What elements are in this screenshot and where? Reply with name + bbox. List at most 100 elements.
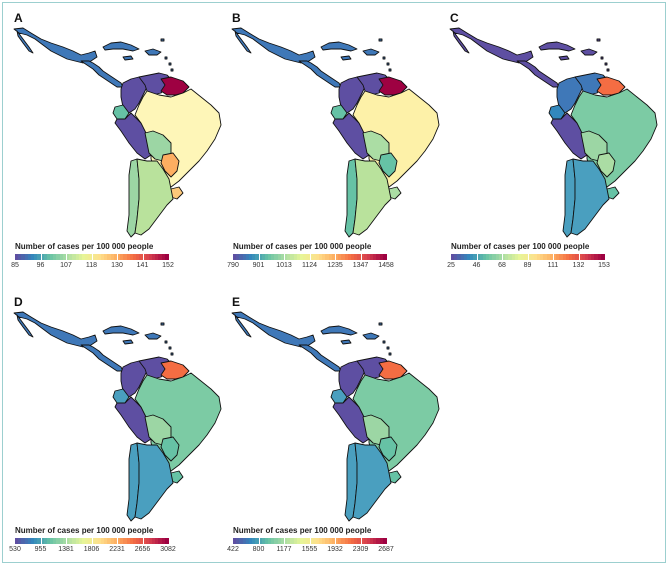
legend-color-segment xyxy=(120,538,124,544)
legend-color-segment xyxy=(492,254,497,260)
legend-color-segment xyxy=(152,538,156,544)
legend-title: Number of cases per 100 000 people xyxy=(15,242,154,251)
legend-color-segment xyxy=(233,254,237,260)
legend-color-segment xyxy=(600,254,605,260)
legend-color-segment xyxy=(591,254,596,260)
legend-tick-labels: 422 800 1177 1555 1932 2309 2687 xyxy=(227,546,394,556)
legend-color-segment xyxy=(299,538,304,544)
legend-tick-mark xyxy=(142,538,144,545)
legend-tick-label: 2656 xyxy=(134,546,151,553)
choropleth-map xyxy=(231,27,440,238)
legend-color-segment xyxy=(366,254,371,260)
map-panel-e: E Number of cases per 100 000 people 422… xyxy=(227,293,444,563)
legend-color-segment xyxy=(562,254,567,260)
legend-color-segment xyxy=(30,254,35,260)
legend-color-segment xyxy=(97,254,102,260)
legend-color-segment xyxy=(107,254,112,260)
region-central-america xyxy=(298,344,342,372)
legend-color-segment xyxy=(88,538,93,544)
legend-color-segment xyxy=(236,254,240,260)
legend-color-segment xyxy=(252,538,256,544)
legend-tick-labels: 25 46 68 89 111 132 153 xyxy=(447,262,610,272)
legend-tick-mark xyxy=(309,538,311,545)
legend-color-segment xyxy=(303,254,307,260)
legend-color-segment xyxy=(104,538,109,544)
legend-color-segment xyxy=(306,254,311,260)
legend-color-segment xyxy=(94,254,99,260)
legend-color-segment xyxy=(344,254,349,260)
region-small-islands xyxy=(160,322,174,356)
region-jamaica xyxy=(340,55,352,61)
legend-color-segment xyxy=(524,254,529,260)
legend-color-segment xyxy=(489,254,494,260)
legend-color-segment xyxy=(530,254,535,260)
legend-color-segment xyxy=(341,538,346,544)
legend-color-segment xyxy=(27,538,32,544)
legend-color-segment xyxy=(136,538,140,544)
legend-tick-label: 1124 xyxy=(301,262,318,269)
legend-color-segment xyxy=(34,254,38,260)
legend-title: Number of cases per 100 000 people xyxy=(233,526,372,535)
panel-letter: B xyxy=(232,11,241,25)
region-jamaica xyxy=(340,339,352,345)
legend-tick-label: 901 xyxy=(252,262,265,269)
legend-color-segment xyxy=(248,538,253,544)
legend-color-segment xyxy=(158,254,163,260)
legend-color-segment xyxy=(37,254,42,260)
legend-color-segment xyxy=(360,254,365,260)
legend-color-segment xyxy=(155,254,160,260)
region-argentina xyxy=(570,158,610,236)
legend-tick-label: 68 xyxy=(498,262,506,269)
legend-tick-mark xyxy=(335,538,336,545)
legend-color-segment xyxy=(293,254,298,260)
legend-tick-label: 85 xyxy=(11,262,19,269)
legend-color-segment xyxy=(347,254,352,260)
legend-tick-mark xyxy=(284,538,285,545)
legend-color-segment xyxy=(498,254,503,260)
legend-color-segment xyxy=(514,254,519,260)
legend-color-segment xyxy=(338,254,342,260)
legend-color-segment xyxy=(479,254,484,260)
region-hispaniola xyxy=(362,332,380,340)
legend-color-segment xyxy=(117,254,121,260)
legend-color-segment xyxy=(309,538,314,544)
region-central-america xyxy=(298,60,342,88)
legend-color-segment xyxy=(274,538,279,544)
legend-color-segment xyxy=(315,538,320,544)
legend-color-segment xyxy=(338,538,342,544)
legend-color-segment xyxy=(91,254,96,260)
legend-color-segment xyxy=(350,254,355,260)
region-small-islands xyxy=(596,38,610,72)
region-hispaniola xyxy=(362,48,380,56)
legend-color-segment xyxy=(457,254,462,260)
legend-color-segment xyxy=(34,538,38,544)
legend-tick-labels: 790 901 1013 1124 1235 1347 1458 xyxy=(227,262,394,272)
legend-tick-label: 1235 xyxy=(327,262,343,269)
panel-letter: C xyxy=(450,11,459,25)
legend-color-segment xyxy=(556,254,560,260)
legend-color-segment xyxy=(97,538,102,544)
legend-color-segment xyxy=(126,254,131,260)
legend-color-segment xyxy=(366,538,371,544)
legend-color-segment xyxy=(142,254,147,260)
legend-color-segment xyxy=(69,538,73,544)
legend-color-segment xyxy=(354,538,358,544)
legend-color-segment xyxy=(335,538,339,544)
legend-color-segment xyxy=(379,538,384,544)
legend-tick-label: 1177 xyxy=(276,546,292,553)
legend-color-segment xyxy=(107,538,112,544)
legend-color-segment xyxy=(46,538,51,544)
legend-color-bar xyxy=(15,254,169,260)
legend-tick-mark xyxy=(117,538,118,545)
legend-color-segment xyxy=(242,254,247,260)
legend-color-bar xyxy=(15,538,169,544)
legend-color-segment xyxy=(363,538,368,544)
legend-color-segment xyxy=(376,254,381,260)
legend-color-segment xyxy=(277,538,282,544)
legend-tick-label: 153 xyxy=(598,262,610,269)
legend-color-segment xyxy=(62,538,67,544)
legend-color-segment xyxy=(15,254,19,260)
region-paraguay xyxy=(378,436,398,462)
legend-color-segment xyxy=(379,254,384,260)
legend-color-segment xyxy=(43,538,48,544)
